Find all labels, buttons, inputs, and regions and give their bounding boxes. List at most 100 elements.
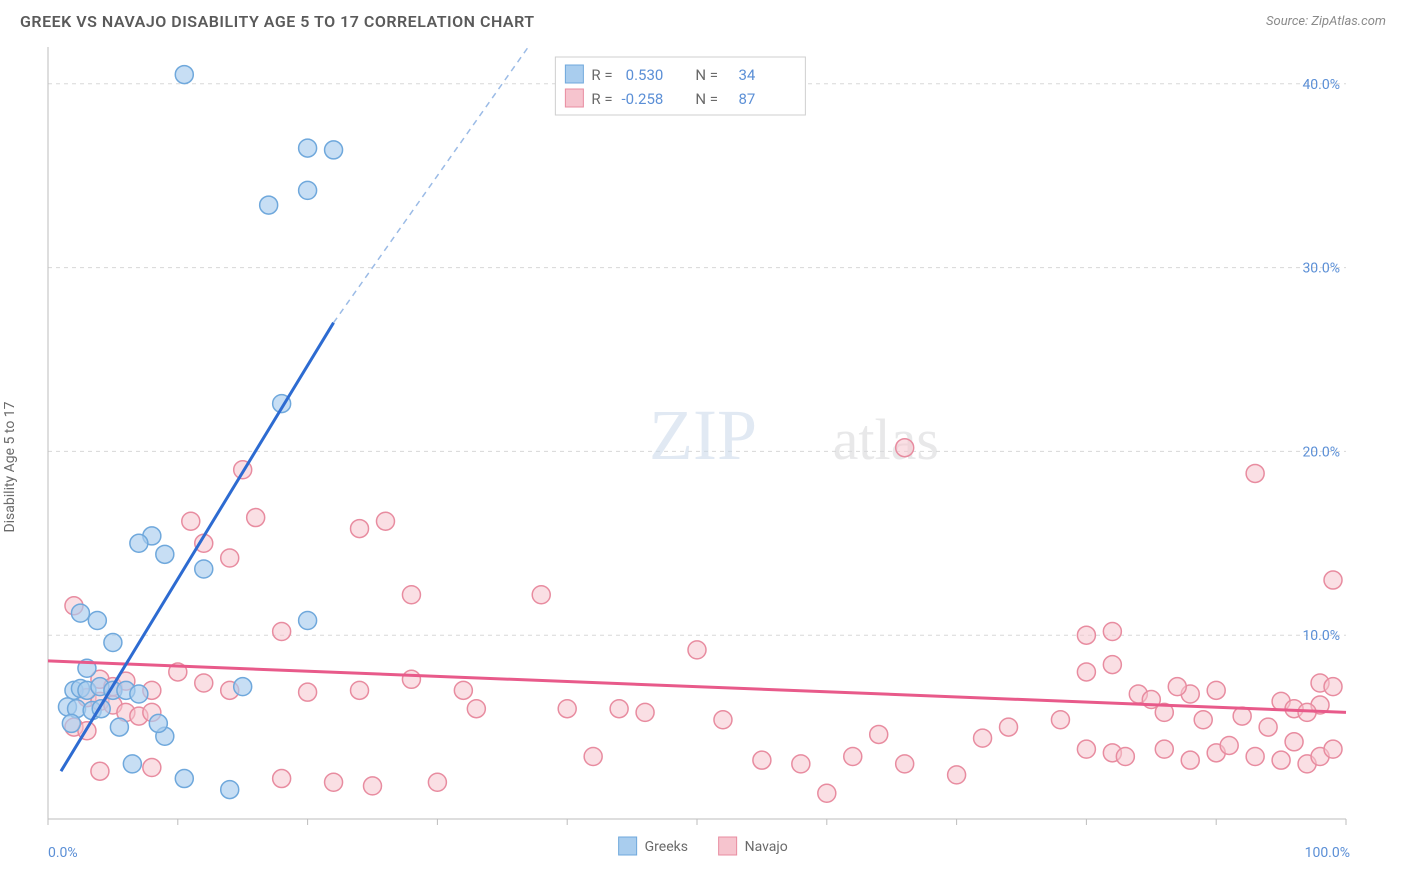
scatter-chart-svg: 10.0%20.0%30.0%40.0%0.0%100.0%ZIPatlasR … — [0, 39, 1406, 879]
legend-r-label: R = — [591, 66, 612, 84]
chart-source: Source: ZipAtlas.com — [1266, 14, 1386, 29]
y-tick-label: 30.0% — [1302, 261, 1340, 277]
scatter-point-navajo — [753, 751, 771, 769]
scatter-point-greeks — [221, 781, 239, 799]
scatter-point-navajo — [91, 762, 109, 780]
watermark-atlas: atlas — [833, 407, 939, 472]
scatter-point-greeks — [260, 196, 278, 214]
scatter-point-navajo — [1077, 740, 1095, 758]
scatter-point-navajo — [1285, 733, 1303, 751]
chart-header: GREEK VS NAVAJO DISABILITY AGE 5 TO 17 C… — [0, 0, 1406, 39]
scatter-point-navajo — [1155, 740, 1173, 758]
scatter-point-greeks — [149, 714, 167, 732]
scatter-point-navajo — [182, 512, 200, 530]
y-tick-label: 20.0% — [1302, 444, 1340, 460]
scatter-point-navajo — [221, 549, 239, 567]
scatter-point-navajo — [844, 748, 862, 766]
scatter-point-navajo — [143, 759, 161, 777]
scatter-point-greeks — [62, 714, 80, 732]
scatter-point-navajo — [428, 773, 446, 791]
scatter-point-navajo — [1207, 681, 1225, 699]
scatter-point-navajo — [896, 439, 914, 457]
scatter-point-navajo — [896, 755, 914, 773]
scatter-point-navajo — [351, 681, 369, 699]
y-tick-label: 40.0% — [1302, 77, 1340, 93]
scatter-point-navajo — [364, 777, 382, 795]
legend-n-greeks: 34 — [738, 66, 755, 84]
legend-swatch-navajo — [565, 89, 583, 107]
scatter-point-navajo — [948, 766, 966, 784]
legend-r-greeks: 0.530 — [626, 66, 664, 84]
scatter-point-greeks — [104, 634, 122, 652]
scatter-point-greeks — [130, 534, 148, 552]
scatter-point-navajo — [325, 773, 343, 791]
scatter-point-greeks — [195, 560, 213, 578]
scatter-point-navajo — [1246, 464, 1264, 482]
scatter-point-navajo — [402, 670, 420, 688]
scatter-point-greeks — [299, 611, 317, 629]
scatter-point-navajo — [1324, 678, 1342, 696]
scatter-point-greeks — [110, 718, 128, 736]
scatter-point-navajo — [1246, 748, 1264, 766]
scatter-point-greeks — [123, 755, 141, 773]
y-tick-label: 10.0% — [1302, 628, 1340, 644]
scatter-point-navajo — [584, 748, 602, 766]
scatter-point-greeks — [175, 66, 193, 84]
scatter-point-greeks — [130, 685, 148, 703]
scatter-point-navajo — [1000, 718, 1018, 736]
scatter-point-navajo — [1194, 711, 1212, 729]
scatter-point-navajo — [1259, 718, 1277, 736]
scatter-point-navajo — [1181, 751, 1199, 769]
legend-label-greeks: Greeks — [645, 839, 688, 855]
scatter-point-greeks — [299, 181, 317, 199]
scatter-point-navajo — [974, 729, 992, 747]
scatter-point-navajo — [467, 700, 485, 718]
legend-swatch-greeks-bottom — [619, 837, 637, 855]
y-axis-label: Disability Age 5 to 17 — [2, 401, 18, 532]
legend-n-label: N = — [695, 90, 718, 108]
scatter-point-navajo — [532, 586, 550, 604]
trend-line-greeks-dash — [334, 47, 529, 323]
scatter-point-navajo — [273, 770, 291, 788]
scatter-point-greeks — [175, 770, 193, 788]
scatter-point-navajo — [1103, 656, 1121, 674]
scatter-point-navajo — [299, 683, 317, 701]
scatter-point-navajo — [1168, 678, 1186, 696]
scatter-point-navajo — [351, 520, 369, 538]
scatter-point-navajo — [792, 755, 810, 773]
chart-area: Disability Age 5 to 17 10.0% 20.0% 30.0% 40… — [0, 39, 1406, 879]
scatter-point-greeks — [234, 678, 252, 696]
scatter-point-navajo — [818, 784, 836, 802]
scatter-point-navajo — [610, 700, 628, 718]
scatter-point-navajo — [1116, 748, 1134, 766]
scatter-point-navajo — [1103, 623, 1121, 641]
legend-r-label: R = — [591, 90, 612, 108]
x-tick-label: 0.0% — [48, 845, 78, 861]
scatter-point-navajo — [454, 681, 472, 699]
scatter-point-navajo — [1324, 740, 1342, 758]
scatter-point-navajo — [1324, 571, 1342, 589]
scatter-point-navajo — [1077, 626, 1095, 644]
watermark-zip: ZIP — [649, 395, 757, 475]
scatter-point-greeks — [299, 139, 317, 157]
scatter-point-navajo — [1272, 751, 1290, 769]
scatter-point-navajo — [273, 623, 291, 641]
legend-n-navajo: 87 — [738, 90, 755, 108]
legend-swatch-greeks — [565, 65, 583, 83]
scatter-point-greeks — [71, 604, 89, 622]
scatter-point-navajo — [402, 586, 420, 604]
scatter-point-greeks — [88, 611, 106, 629]
chart-title: GREEK VS NAVAJO DISABILITY AGE 5 TO 17 C… — [20, 12, 535, 31]
scatter-point-navajo — [376, 512, 394, 530]
legend-swatch-navajo-bottom — [719, 837, 737, 855]
scatter-point-navajo — [636, 703, 654, 721]
scatter-point-navajo — [714, 711, 732, 729]
scatter-point-navajo — [1220, 736, 1238, 754]
scatter-point-navajo — [1051, 711, 1069, 729]
scatter-point-greeks — [325, 141, 343, 159]
legend-label-navajo: Navajo — [745, 839, 788, 855]
scatter-point-navajo — [558, 700, 576, 718]
scatter-point-navajo — [195, 674, 213, 692]
scatter-point-navajo — [247, 509, 265, 527]
legend-n-label: N = — [695, 66, 718, 84]
